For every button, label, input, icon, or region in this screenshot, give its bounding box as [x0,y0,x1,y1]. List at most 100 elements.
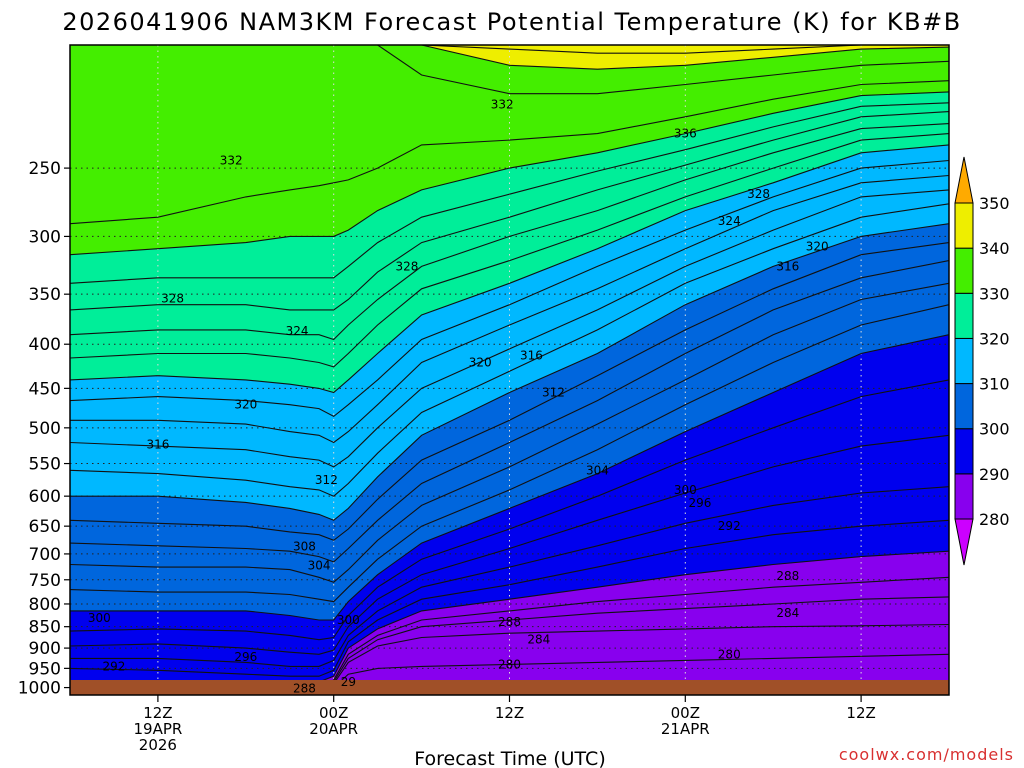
y-tick-label: 250 [29,159,61,179]
colorbar-tick-label: 350 [979,194,1010,213]
colorbar-swatch [954,202,974,249]
y-tick-label: 850 [29,618,61,638]
y-tick-label: 700 [29,545,61,565]
x-tick-label: 2026 [139,736,177,754]
x-axis-label: Forecast Time (UTC) [414,748,605,768]
colorbar-swatch [954,428,974,475]
contour-label: 336 [674,127,697,141]
contour-label: 312 [542,385,565,399]
isentrope-344 [70,45,949,54]
colorbar-swatch [954,337,974,385]
isentrope-324 [70,123,949,341]
colorbar-swatch [954,247,974,294]
colorbar-swatch [954,292,974,339]
isentrope-332 [70,80,949,225]
isentrope-340 [70,45,949,70]
contour-label: 280 [498,657,521,671]
isentrope-286 [70,596,949,695]
colorbar-tick-label: 310 [979,375,1010,394]
x-tick-label: 12Z [143,704,172,722]
isentrope-306 [70,260,949,563]
contour-label: 328 [747,187,770,201]
x-tick-label: 12Z [495,704,524,722]
y-tick-label: 750 [29,571,61,591]
contour-label: 332 [220,154,243,168]
y-tick-label: 950 [29,659,61,679]
isentrope-282 [70,653,949,695]
contour-label: 316 [520,348,543,362]
chart-title: 2026041906 NAM3KM Forecast Potential Tem… [62,8,961,36]
isentrope-328 [70,102,949,284]
colorbar-tick-label: 330 [979,284,1010,303]
contour-label: 296 [688,496,711,510]
contour-label: 304 [586,463,609,477]
isentrope-318 [70,159,949,418]
theta-band [70,45,949,94]
x-tick-label: 12Z [846,704,875,722]
colorbar-tick-label: 300 [979,420,1010,439]
contour-label-layer: 332 332 336 328 324 320 316 328 328 324 320 316 312 3… [88,98,829,696]
contour-label: 288 [498,615,521,629]
contour-label: 304 [308,559,331,573]
isentrope-300 [70,334,949,621]
isentrope-330 [70,91,949,256]
contour-label: 288 [293,682,316,696]
contour-label: 328 [395,259,418,273]
y-tick-label: 300 [29,227,61,247]
isentrope-294 [70,486,949,667]
contour-label: 328 [161,291,184,305]
colorbar-tick-label: 280 [979,510,1010,529]
contour-label: 300 [88,611,111,625]
contour-label: 332 [491,98,514,112]
isentrope-320 [70,144,949,394]
colorbar: 280 290 300 310 320 330 340 350 [954,156,1010,566]
colorbar-extend-high [954,156,974,204]
contour-label: 312 [315,473,338,487]
isentrope-292 [70,519,949,677]
contour-label: 324 [718,214,741,228]
ground-surface [70,680,949,695]
y-tick-label: 600 [29,487,61,507]
y-tick-label: 400 [29,335,61,355]
isentrope-322 [70,133,949,368]
isentrope-326 [70,111,949,311]
x-tick-label: 21APR [661,720,710,738]
contour-label: 316 [146,438,169,452]
y-tick-label: 1000 [18,679,61,699]
contour-label: 316 [776,259,799,273]
contour-label: 296 [234,650,257,664]
y-tick-label: 800 [29,595,61,615]
isentrope-310 [70,223,949,521]
isentrope-312 [70,203,949,497]
contour-label: 320 [806,239,829,253]
contour-label: 284 [527,633,550,647]
isentrope-316 [70,174,949,444]
x-tick-label: 00Z [671,704,700,722]
y-tick-label: 450 [29,379,61,399]
contour-layer [70,45,949,695]
contour-label: 284 [776,606,799,620]
isentrope-296 [70,434,949,655]
isentrope-314 [70,189,949,468]
colorbar-tick-label: 320 [979,329,1010,348]
isentrope-336 [70,45,949,95]
contour-label: 320 [234,398,257,412]
y-tick-label: 650 [29,517,61,537]
plot-area: 332 332 336 328 324 320 316 328 328 324 320 316 312 3… [70,45,949,696]
y-tick-label: 500 [29,419,61,439]
contour-label: 29 [341,675,356,689]
credit-text: coolwx.com/models [839,745,1014,764]
contour-label: 300 [337,613,360,627]
contour-label: 292 [718,519,741,533]
colorbar-swatch [954,383,974,430]
isentrope-298 [70,379,949,641]
y-tick-label: 900 [29,639,61,659]
isentrope-308 [70,242,949,541]
y-tick-label: 350 [29,285,61,305]
contour-label: 280 [718,647,741,661]
x-tick-label: 19APR [133,720,182,738]
contour-label: 288 [776,569,799,583]
contour-label: 300 [674,483,697,497]
